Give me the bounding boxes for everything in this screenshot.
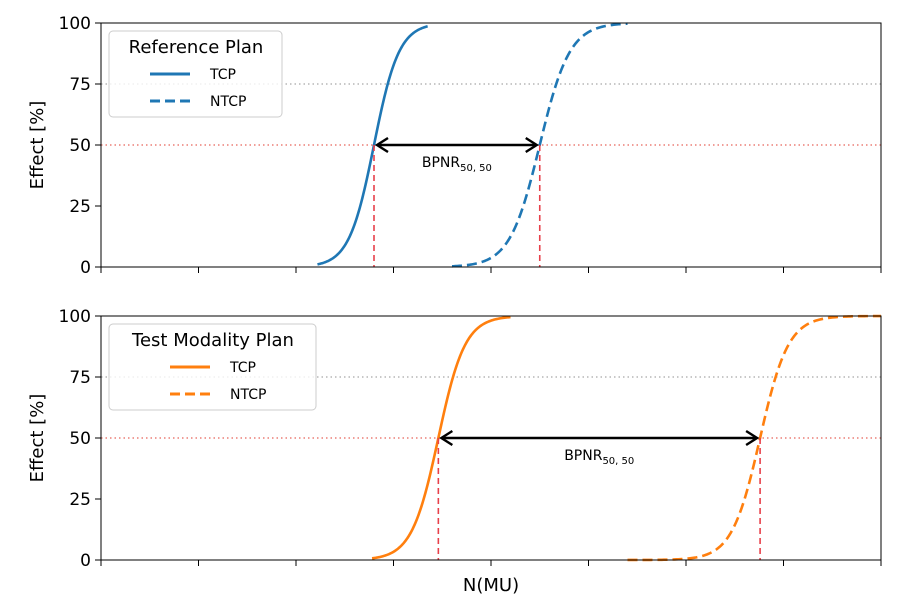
y-tick-label-100: 100	[59, 14, 91, 34]
arrow-head-right	[525, 136, 539, 154]
series-ntcp-curve	[627, 314, 881, 562]
x-axis-ticks	[100, 267, 882, 273]
y-tick-label-25: 25	[69, 490, 91, 510]
x-axis-ticks	[100, 560, 882, 566]
panel-test-modality-plan: BPNR50, 50 0 25 50 75 100 Effect [%] N(MU) T…	[27, 307, 882, 596]
legend: Test Modality Plan TCP NTCP	[108, 323, 317, 411]
y-tick-label-0: 0	[80, 258, 91, 278]
legend-title: Reference Plan	[129, 37, 264, 58]
legend-entry-tcp: TCP	[209, 67, 236, 83]
bpnr-arrow	[439, 429, 760, 447]
bpnr-annotation: BPNR50, 50	[422, 155, 492, 174]
y-tick-label-50: 50	[69, 136, 91, 156]
panel-reference-plan: BPNR50, 50 0 25 50 75 100 Effect [%] Referen…	[27, 14, 882, 278]
legend-box	[108, 323, 317, 411]
y-tick-label-75: 75	[69, 75, 91, 95]
y-tick-label-0: 0	[80, 551, 91, 571]
legend-title: Test Modality Plan	[131, 330, 294, 351]
bpnr-arrow	[374, 136, 539, 154]
threshold-drop-lines	[373, 145, 541, 267]
y-axis-ticks: 0 25 50 75 100	[59, 14, 101, 278]
series-tcp-curve	[371, 315, 511, 560]
legend-entry-tcp: TCP	[229, 360, 256, 376]
legend: Reference Plan TCP NTCP	[108, 30, 283, 118]
y-tick-label-75: 75	[69, 368, 91, 388]
legend-entry-ntcp: NTCP	[230, 387, 266, 403]
legend-entry-ntcp: NTCP	[210, 94, 246, 110]
arrow-head-right	[745, 429, 760, 447]
y-tick-label-50: 50	[69, 429, 91, 449]
legend-box	[108, 30, 283, 118]
y-tick-label-100: 100	[59, 307, 91, 327]
bpnr-annotation: BPNR50, 50	[564, 448, 634, 467]
arrow-head-left	[439, 429, 453, 447]
arrow-head-left	[374, 136, 389, 154]
threshold-drop-lines	[437, 438, 761, 560]
y-axis-label: Effect [%]	[27, 394, 48, 483]
series-tcp-curve	[317, 25, 428, 266]
y-axis-ticks: 0 25 50 75 100	[59, 307, 101, 571]
series-layer	[371, 314, 881, 562]
y-axis-label: Effect [%]	[27, 101, 48, 190]
x-axis-label: N(MU)	[463, 575, 519, 596]
y-tick-label-25: 25	[69, 197, 91, 217]
